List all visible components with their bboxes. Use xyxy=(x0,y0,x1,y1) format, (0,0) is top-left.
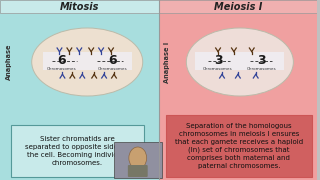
Ellipse shape xyxy=(186,28,293,96)
Text: Chromosomes: Chromosomes xyxy=(98,67,128,71)
Text: Anaphase I: Anaphase I xyxy=(164,41,170,83)
Bar xyxy=(159,0,317,180)
FancyBboxPatch shape xyxy=(128,165,148,177)
Text: Chromosomes: Chromosomes xyxy=(47,67,76,71)
Text: 3: 3 xyxy=(257,53,266,66)
Text: 6: 6 xyxy=(109,53,117,66)
Ellipse shape xyxy=(32,28,143,96)
Text: Separation of the homologous
chromosomes in meiosis I ensures
that each gamete r: Separation of the homologous chromosomes… xyxy=(175,123,303,169)
Text: Mitosis: Mitosis xyxy=(60,1,99,12)
Bar xyxy=(0,0,159,180)
Text: Anaphase: Anaphase xyxy=(6,44,12,80)
Text: Chromosomes: Chromosomes xyxy=(203,67,233,71)
FancyBboxPatch shape xyxy=(11,125,144,177)
Bar xyxy=(114,142,162,178)
Bar xyxy=(0,0,159,13)
Bar xyxy=(195,52,284,70)
Text: Sister chromatids are
separated to opposite sides of
the cell. Becoming individu: Sister chromatids are separated to oppos… xyxy=(25,136,130,166)
FancyBboxPatch shape xyxy=(165,115,312,177)
Bar xyxy=(43,52,132,70)
Text: Meiosis I: Meiosis I xyxy=(214,1,262,12)
Text: 6: 6 xyxy=(57,53,66,66)
Ellipse shape xyxy=(129,147,147,169)
Text: Chromosomes: Chromosomes xyxy=(247,67,276,71)
Bar xyxy=(159,0,317,13)
Text: 3: 3 xyxy=(214,53,222,66)
